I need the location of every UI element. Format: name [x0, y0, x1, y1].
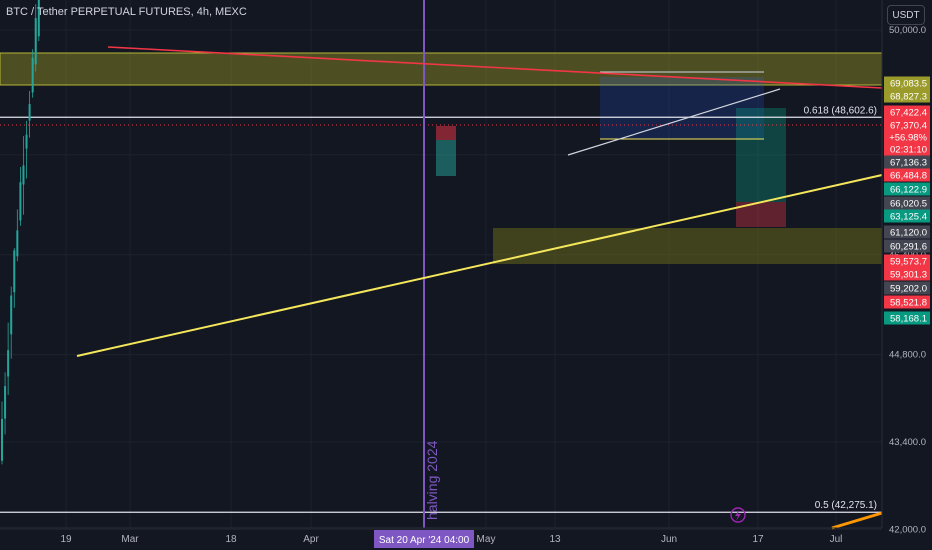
candle-body	[19, 182, 22, 221]
price-label: 59,301.3	[890, 270, 927, 281]
price-label-bg	[884, 225, 930, 239]
time-tick: Jun	[661, 534, 677, 545]
crosshair-time-bg	[374, 530, 474, 548]
price-label: 69,083.5	[890, 79, 927, 90]
price-tick: 50,000.0	[889, 25, 926, 36]
price-label: 67,422.4	[890, 108, 927, 119]
candle-body	[37, 0, 40, 37]
candle-body	[31, 57, 34, 93]
price-label-bg	[884, 254, 930, 268]
price-label: 59,202.0	[890, 284, 927, 295]
time-tick: Apr	[303, 534, 319, 545]
time-tick: 19	[60, 534, 72, 545]
price-label: 67,136.3	[890, 158, 927, 169]
rising-wedge-line	[567, 88, 781, 156]
lightning-icon	[735, 510, 741, 521]
time-tick: Mar	[121, 534, 139, 545]
time-tick: 17	[752, 534, 764, 545]
price-label: 67,370.4	[890, 121, 927, 132]
long-target-zone	[736, 108, 786, 202]
demand-zone	[493, 228, 882, 264]
price-label: 66,020.5	[890, 199, 927, 210]
price-label-bg	[884, 196, 930, 210]
price-label: 58,168.1	[890, 314, 927, 325]
candle-body	[4, 386, 7, 419]
zones	[0, 52, 883, 264]
price-label: 66,122.9	[890, 185, 927, 196]
price-label-bg	[884, 281, 930, 295]
time-tick: Jul	[830, 534, 843, 545]
range-box	[600, 77, 764, 139]
price-label-bg	[884, 311, 930, 325]
time-axis: 19 Mar 18 Apr May 13 Jun 17 Jul Sat 20 Apr '24 04…	[0, 507, 882, 548]
price-label: 58,521.8	[890, 298, 927, 309]
price-axis: 74,000.072,000.054,000.052,000.050,000.0…	[881, 0, 932, 550]
price-label: +56.98%	[889, 133, 927, 144]
resistance-trendline	[107, 46, 883, 89]
price-label-bg	[884, 267, 930, 281]
halving-label: halving 2024	[424, 440, 440, 520]
price-label: 63,125.4	[890, 212, 927, 223]
drawings: halving 2024	[0, 0, 883, 530]
price-candles	[1, 0, 40, 465]
currency-unit-button[interactable]: USDT	[887, 5, 925, 25]
time-tick: 18	[225, 534, 237, 545]
price-tick: 42,000.0	[889, 524, 926, 535]
candle-body	[34, 18, 37, 65]
time-tick: 13	[549, 534, 561, 545]
candle-body	[22, 165, 25, 185]
price-label-bg	[884, 89, 930, 103]
candle-body	[25, 134, 28, 149]
fib-labels: 1 (69,086.5)0.786 (57,611.2)0.618 (48,60…	[804, 105, 877, 511]
price-label: 68,827.3	[890, 92, 927, 103]
fib-label: 0.5 (42,275.1)	[815, 500, 877, 511]
price-label-bg	[884, 155, 930, 169]
price-label-bg	[884, 295, 930, 309]
candle-body	[10, 295, 13, 335]
price-label: 61,120.0	[890, 228, 927, 239]
crosshair-time-label: Sat 20 Apr '24 04:00	[379, 535, 470, 546]
price-label-bg	[884, 239, 930, 253]
price-label: 59,573.7	[890, 257, 927, 268]
candle-body	[28, 104, 31, 121]
price-label: 60,291.6	[890, 242, 927, 253]
candle-body	[1, 418, 3, 461]
candle-body	[13, 250, 16, 293]
small-green-box	[436, 140, 456, 176]
price-tick: 43,400.0	[889, 437, 926, 448]
support-trendline	[76, 174, 883, 357]
price-label-bg	[884, 182, 930, 196]
price-label: 02:31:10	[890, 145, 927, 156]
lightning-icon	[730, 507, 746, 523]
price-label-bg	[884, 209, 930, 223]
price-label-bg	[884, 130, 930, 144]
symbol-title: BTC / Tether PERPETUAL FUTURES, 4h, MEXC	[6, 6, 247, 18]
time-tick: May	[477, 534, 496, 545]
fib-label: 0.618 (48,602.6)	[804, 105, 877, 116]
price-label-bg	[884, 105, 930, 119]
candle-body	[16, 230, 19, 257]
small-red-box	[436, 126, 456, 140]
price-label: 66,484.8	[890, 171, 927, 182]
candle-body	[7, 350, 10, 377]
price-label-bg	[884, 118, 930, 132]
price-label-bg	[884, 76, 930, 90]
price-tick: 44,800.0	[889, 350, 926, 361]
orange-line	[831, 511, 883, 530]
price-label-bg	[884, 142, 930, 156]
price-label-bg	[884, 168, 930, 182]
